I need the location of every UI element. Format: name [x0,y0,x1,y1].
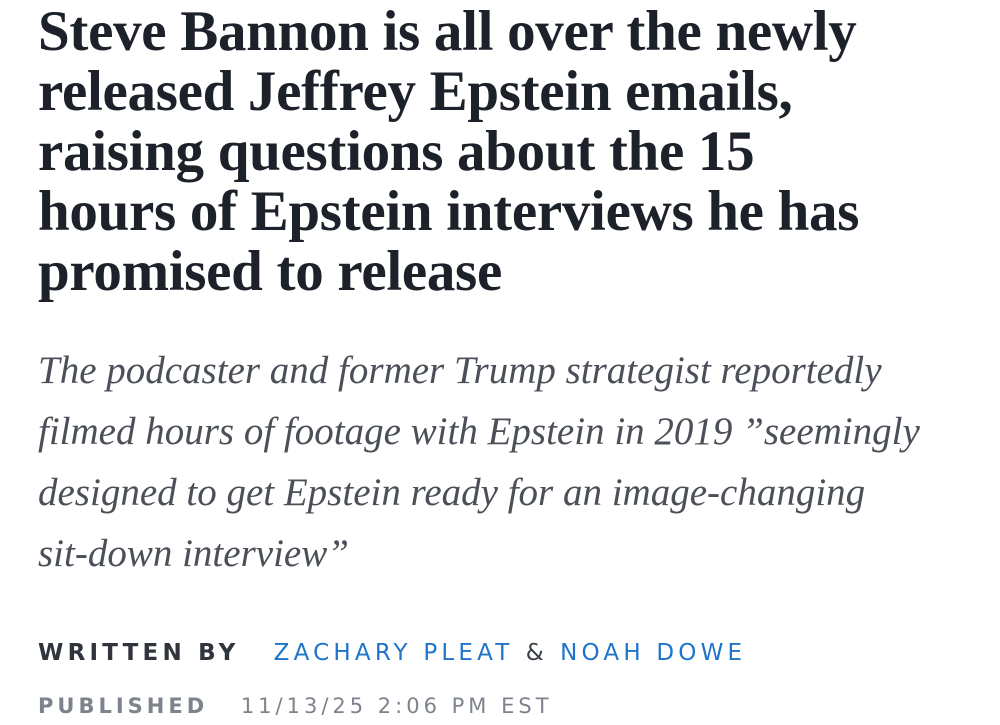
headline-line: raising questions about the 15 [38,120,755,183]
subtitle-line: The podcaster and former Trump strategis… [38,349,882,392]
byline: WRITTEN BY ZACHARY PLEAT & NOAH DOWE [38,640,746,666]
subtitle-line: sit-down interview” [38,532,349,575]
byline-label: WRITTEN BY [38,640,240,666]
publish-info: PUBLISHED 11/13/25 2:06 PM EST [38,694,553,718]
published-label: PUBLISHED [38,694,209,718]
article-subtitle: The podcaster and former Trump strategis… [38,340,920,584]
author-separator: & [525,640,548,666]
author-link[interactable]: ZACHARY PLEAT [273,640,514,666]
headline-line: hours of Epstein interviews he has [38,180,860,243]
subtitle-line: filmed hours of footage with Epstein in … [38,410,920,453]
author-link[interactable]: NOAH DOWE [560,640,747,666]
headline-line: released Jeffrey Epstein emails, [38,60,793,123]
subtitle-line: designed to get Epstein ready for an ima… [38,471,866,514]
article-headline: Steve Bannon is all over the newly relea… [38,2,859,302]
headline-line: Steve Bannon is all over the newly [38,0,857,63]
published-datetime: 11/13/25 2:06 PM EST [240,694,553,718]
headline-line: promised to release [38,240,502,303]
